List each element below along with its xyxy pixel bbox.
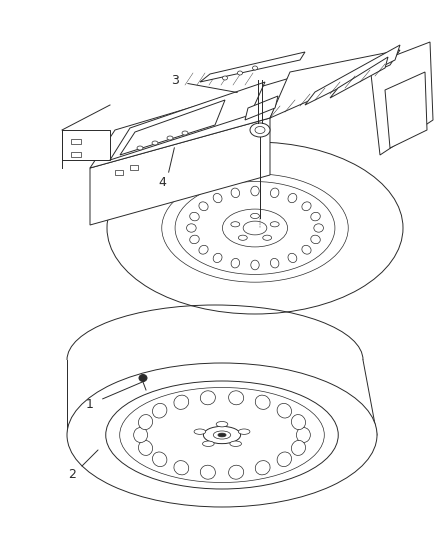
- Ellipse shape: [152, 452, 167, 466]
- Ellipse shape: [213, 193, 222, 203]
- Ellipse shape: [314, 224, 323, 232]
- Ellipse shape: [231, 259, 240, 268]
- Ellipse shape: [174, 461, 189, 475]
- Ellipse shape: [200, 465, 215, 479]
- Ellipse shape: [223, 209, 288, 247]
- Ellipse shape: [187, 224, 196, 232]
- Polygon shape: [385, 72, 427, 148]
- Ellipse shape: [255, 461, 270, 475]
- Ellipse shape: [190, 212, 199, 221]
- Ellipse shape: [311, 235, 320, 244]
- Ellipse shape: [230, 441, 241, 447]
- Ellipse shape: [106, 381, 338, 489]
- Ellipse shape: [231, 222, 240, 227]
- Ellipse shape: [311, 212, 320, 221]
- Polygon shape: [270, 50, 400, 118]
- Polygon shape: [200, 52, 305, 82]
- Ellipse shape: [223, 76, 227, 80]
- Ellipse shape: [175, 182, 335, 274]
- Polygon shape: [62, 130, 110, 160]
- Ellipse shape: [252, 66, 258, 70]
- Ellipse shape: [238, 429, 250, 434]
- Text: 3: 3: [171, 74, 179, 86]
- Ellipse shape: [231, 188, 240, 198]
- Ellipse shape: [251, 213, 259, 219]
- Ellipse shape: [288, 253, 297, 263]
- Ellipse shape: [162, 174, 348, 282]
- Polygon shape: [330, 57, 388, 98]
- Ellipse shape: [137, 146, 143, 150]
- Ellipse shape: [199, 202, 208, 211]
- Polygon shape: [305, 45, 400, 105]
- Ellipse shape: [167, 136, 173, 140]
- Ellipse shape: [302, 202, 311, 211]
- Ellipse shape: [255, 126, 265, 133]
- Ellipse shape: [120, 387, 324, 482]
- Ellipse shape: [152, 141, 158, 145]
- Ellipse shape: [291, 440, 306, 455]
- Ellipse shape: [107, 142, 403, 314]
- Ellipse shape: [237, 71, 243, 75]
- Ellipse shape: [288, 193, 297, 203]
- Ellipse shape: [152, 403, 167, 418]
- Ellipse shape: [202, 441, 214, 447]
- Polygon shape: [90, 78, 290, 168]
- Ellipse shape: [270, 222, 279, 227]
- Ellipse shape: [255, 395, 270, 409]
- Ellipse shape: [67, 363, 377, 507]
- Ellipse shape: [182, 131, 188, 135]
- FancyBboxPatch shape: [130, 165, 138, 170]
- Ellipse shape: [270, 188, 279, 198]
- Ellipse shape: [277, 452, 292, 466]
- Text: 1: 1: [86, 399, 94, 411]
- Ellipse shape: [229, 391, 244, 405]
- Text: 2: 2: [68, 467, 76, 481]
- Ellipse shape: [218, 433, 226, 437]
- Ellipse shape: [190, 235, 199, 244]
- Ellipse shape: [302, 245, 311, 254]
- FancyBboxPatch shape: [115, 170, 123, 175]
- Ellipse shape: [174, 395, 189, 409]
- Ellipse shape: [139, 375, 147, 382]
- Ellipse shape: [238, 235, 247, 240]
- Polygon shape: [245, 96, 278, 120]
- Polygon shape: [90, 118, 270, 225]
- Ellipse shape: [138, 415, 152, 430]
- Ellipse shape: [270, 259, 279, 268]
- Ellipse shape: [291, 415, 306, 430]
- Ellipse shape: [134, 427, 148, 442]
- Ellipse shape: [199, 245, 208, 254]
- Ellipse shape: [277, 403, 292, 418]
- Polygon shape: [120, 100, 225, 155]
- Ellipse shape: [213, 253, 222, 263]
- Ellipse shape: [138, 440, 152, 455]
- Ellipse shape: [297, 427, 311, 442]
- Ellipse shape: [251, 186, 259, 196]
- Ellipse shape: [203, 426, 240, 443]
- Ellipse shape: [216, 422, 228, 427]
- Ellipse shape: [263, 235, 272, 240]
- Ellipse shape: [229, 465, 244, 479]
- Ellipse shape: [194, 429, 206, 434]
- FancyBboxPatch shape: [71, 139, 81, 144]
- Ellipse shape: [251, 260, 259, 270]
- Text: 4: 4: [158, 175, 166, 189]
- Polygon shape: [370, 42, 433, 155]
- Ellipse shape: [243, 221, 267, 235]
- Ellipse shape: [213, 431, 231, 439]
- FancyBboxPatch shape: [71, 152, 81, 157]
- Ellipse shape: [250, 123, 270, 137]
- Polygon shape: [110, 82, 265, 160]
- Ellipse shape: [200, 391, 215, 405]
